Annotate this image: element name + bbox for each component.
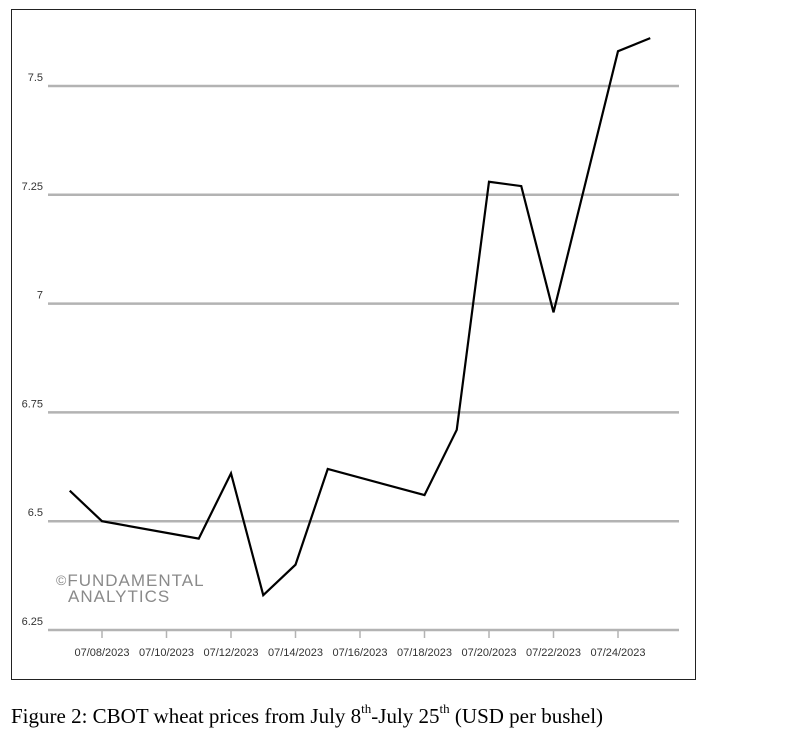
y-tick-label: 6.25 bbox=[22, 616, 43, 628]
x-tick-label: 07/16/2023 bbox=[332, 647, 387, 659]
watermark-line2: ANALYTICS bbox=[68, 587, 171, 606]
x-tick-label: 07/22/2023 bbox=[526, 647, 581, 659]
price-series bbox=[68, 37, 651, 598]
figure-caption: Figure 2: CBOT wheat prices from July 8t… bbox=[11, 701, 604, 729]
copyright-icon: © bbox=[56, 572, 68, 588]
y-tick-label: 6.75 bbox=[22, 398, 43, 410]
caption-sup2: th bbox=[439, 701, 450, 716]
x-axis-ticks: 07/08/2023 07/10/2023 07/12/2023 07/14/2023… bbox=[74, 630, 646, 659]
price-line bbox=[68, 37, 651, 598]
x-tick-label: 07/12/2023 bbox=[203, 647, 258, 659]
x-tick-label: 07/14/2023 bbox=[268, 647, 323, 659]
gridlines bbox=[48, 84, 679, 632]
y-tick-label: 7 bbox=[37, 290, 43, 302]
caption-sup1: th bbox=[361, 701, 372, 716]
x-tick-label: 07/10/2023 bbox=[139, 647, 194, 659]
x-tick-label: 07/24/2023 bbox=[590, 647, 645, 659]
fundamental-analytics-watermark: ©FUNDAMENTAL ANALYTICS bbox=[56, 571, 205, 606]
y-tick-label: 6.5 bbox=[28, 507, 43, 519]
caption-prefix: Figure 2: CBOT wheat prices from July 8 bbox=[11, 704, 362, 728]
y-tick-label: 7.5 bbox=[28, 72, 43, 84]
watermark-line1: FUNDAMENTAL bbox=[67, 571, 205, 590]
x-tick-label: 07/08/2023 bbox=[74, 647, 129, 659]
x-tick-label: 07/20/2023 bbox=[461, 647, 516, 659]
y-axis-ticks: 7.5 7.25 7 6.75 6.5 6.25 bbox=[22, 72, 43, 628]
x-tick-label: 07/18/2023 bbox=[397, 647, 452, 659]
chart-frame bbox=[11, 9, 696, 680]
caption-suffix: (USD per bushel) bbox=[449, 704, 604, 728]
y-tick-label: 7.25 bbox=[22, 181, 43, 193]
caption-middle: -July 25 bbox=[371, 704, 440, 728]
